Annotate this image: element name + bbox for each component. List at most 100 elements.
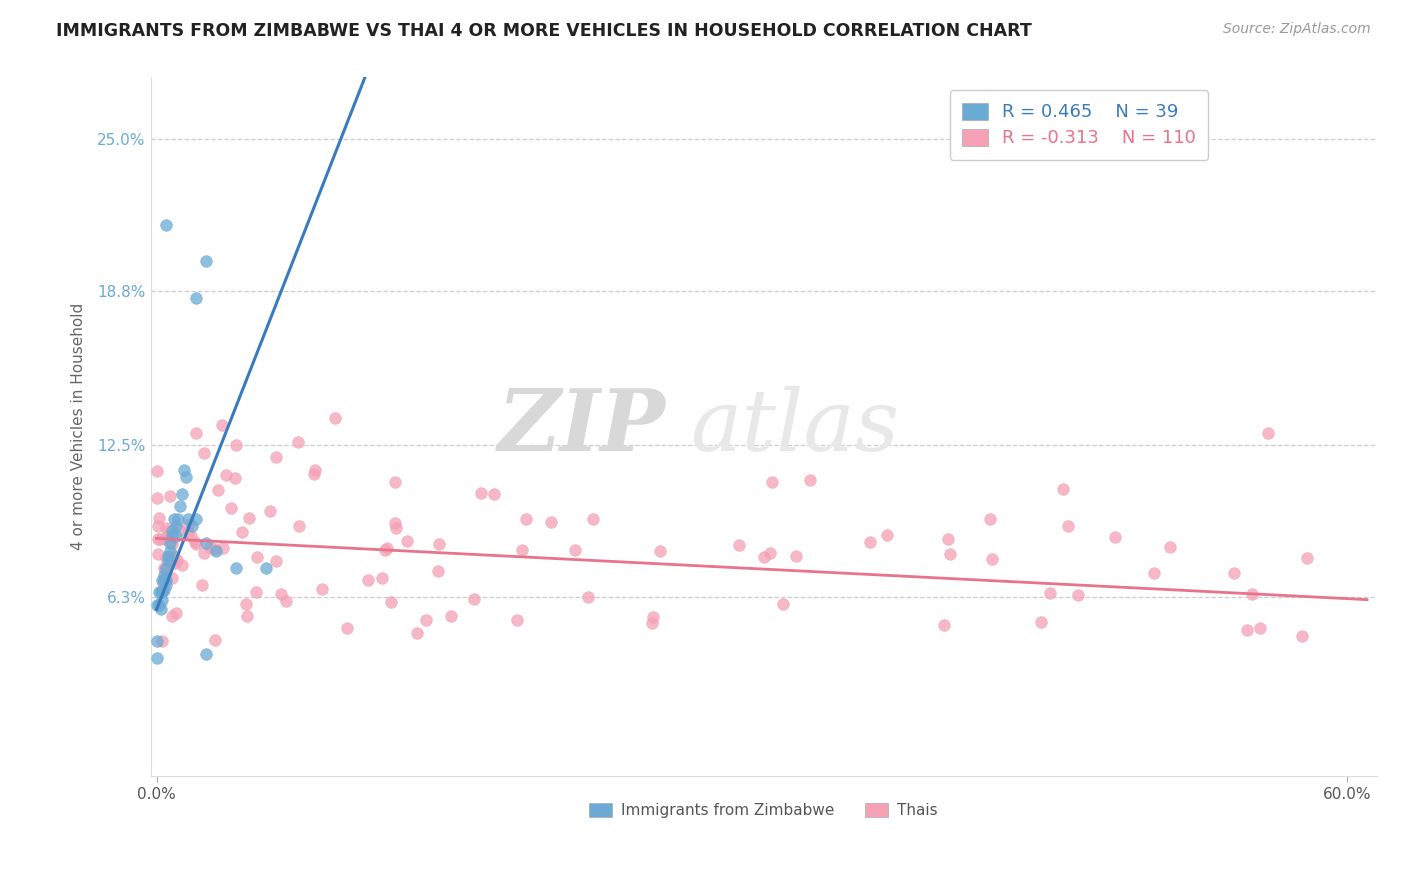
Point — [152, 576, 174, 591]
Point — [163, 556, 186, 570]
Point — [540, 515, 562, 529]
Point — [371, 571, 394, 585]
Point — [159, 489, 181, 503]
Point — [1257, 425, 1279, 440]
Point — [166, 553, 188, 567]
Point — [195, 254, 218, 268]
Point — [1222, 566, 1244, 580]
Point — [195, 647, 218, 661]
Point — [155, 520, 177, 534]
Point — [165, 519, 187, 533]
Point — [463, 592, 485, 607]
Point — [470, 486, 492, 500]
Point — [395, 534, 418, 549]
Point — [180, 529, 202, 543]
Point — [336, 621, 359, 635]
Point — [167, 512, 190, 526]
Point — [772, 597, 794, 611]
Point — [224, 471, 246, 485]
Point — [728, 538, 751, 552]
Point — [515, 512, 537, 526]
Point — [752, 550, 775, 565]
Point — [510, 543, 533, 558]
Point — [276, 594, 298, 608]
Point — [1066, 588, 1088, 602]
Point — [200, 540, 222, 554]
Point — [153, 532, 176, 546]
Point — [374, 542, 396, 557]
Point — [426, 564, 449, 578]
Point — [162, 608, 184, 623]
Point — [287, 434, 309, 449]
Point — [162, 571, 184, 585]
Point — [979, 512, 1001, 526]
Point — [190, 577, 212, 591]
Point — [785, 549, 807, 564]
Y-axis label: 4 or more Vehicles in Household: 4 or more Vehicles in Household — [72, 303, 86, 550]
Point — [427, 537, 450, 551]
Point — [177, 512, 200, 526]
Point — [146, 464, 169, 478]
Point — [159, 554, 181, 568]
Point — [186, 512, 208, 526]
Point — [641, 616, 664, 631]
Point — [641, 610, 664, 624]
Point — [1038, 586, 1060, 600]
Point — [304, 467, 326, 481]
Point — [384, 475, 406, 489]
Point — [264, 450, 287, 465]
Point — [932, 618, 955, 632]
Point — [153, 582, 176, 597]
Point — [152, 592, 174, 607]
Point — [1029, 615, 1052, 629]
Point — [235, 598, 257, 612]
Point — [177, 524, 200, 539]
Point — [173, 463, 195, 477]
Point — [238, 511, 260, 525]
Point — [211, 418, 233, 433]
Text: atlas: atlas — [690, 385, 900, 468]
Text: Source: ZipAtlas.com: Source: ZipAtlas.com — [1223, 22, 1371, 37]
Point — [264, 554, 287, 568]
Point — [165, 607, 187, 621]
Point — [169, 500, 191, 514]
Point — [153, 573, 176, 587]
Point — [167, 523, 190, 537]
Point — [146, 547, 169, 561]
Point — [204, 632, 226, 647]
Point — [193, 546, 215, 560]
Point — [145, 651, 167, 665]
Point — [186, 537, 208, 551]
Point — [155, 561, 177, 575]
Point — [155, 551, 177, 566]
Point — [761, 475, 783, 489]
Point — [195, 536, 218, 550]
Point — [259, 504, 281, 518]
Point — [153, 568, 176, 582]
Text: IMMIGRANTS FROM ZIMBABWE VS THAI 4 OR MORE VEHICLES IN HOUSEHOLD CORRELATION CHA: IMMIGRANTS FROM ZIMBABWE VS THAI 4 OR MO… — [56, 22, 1032, 40]
Point — [225, 438, 247, 452]
Point — [215, 468, 238, 483]
Point — [939, 547, 962, 561]
Point — [246, 549, 269, 564]
Point — [245, 585, 267, 599]
Point — [184, 535, 207, 549]
Point — [159, 543, 181, 558]
Point — [221, 500, 243, 515]
Point — [759, 546, 782, 560]
Point — [357, 573, 380, 587]
Point — [377, 541, 399, 556]
Point — [149, 585, 172, 599]
Point — [415, 613, 437, 627]
Point — [170, 558, 193, 572]
Point — [186, 291, 208, 305]
Point — [152, 573, 174, 587]
Point — [152, 634, 174, 648]
Point — [152, 585, 174, 599]
Point — [506, 613, 529, 627]
Point — [288, 519, 311, 533]
Point — [149, 602, 172, 616]
Point — [148, 511, 170, 525]
Point — [157, 553, 180, 567]
Point — [212, 541, 235, 555]
